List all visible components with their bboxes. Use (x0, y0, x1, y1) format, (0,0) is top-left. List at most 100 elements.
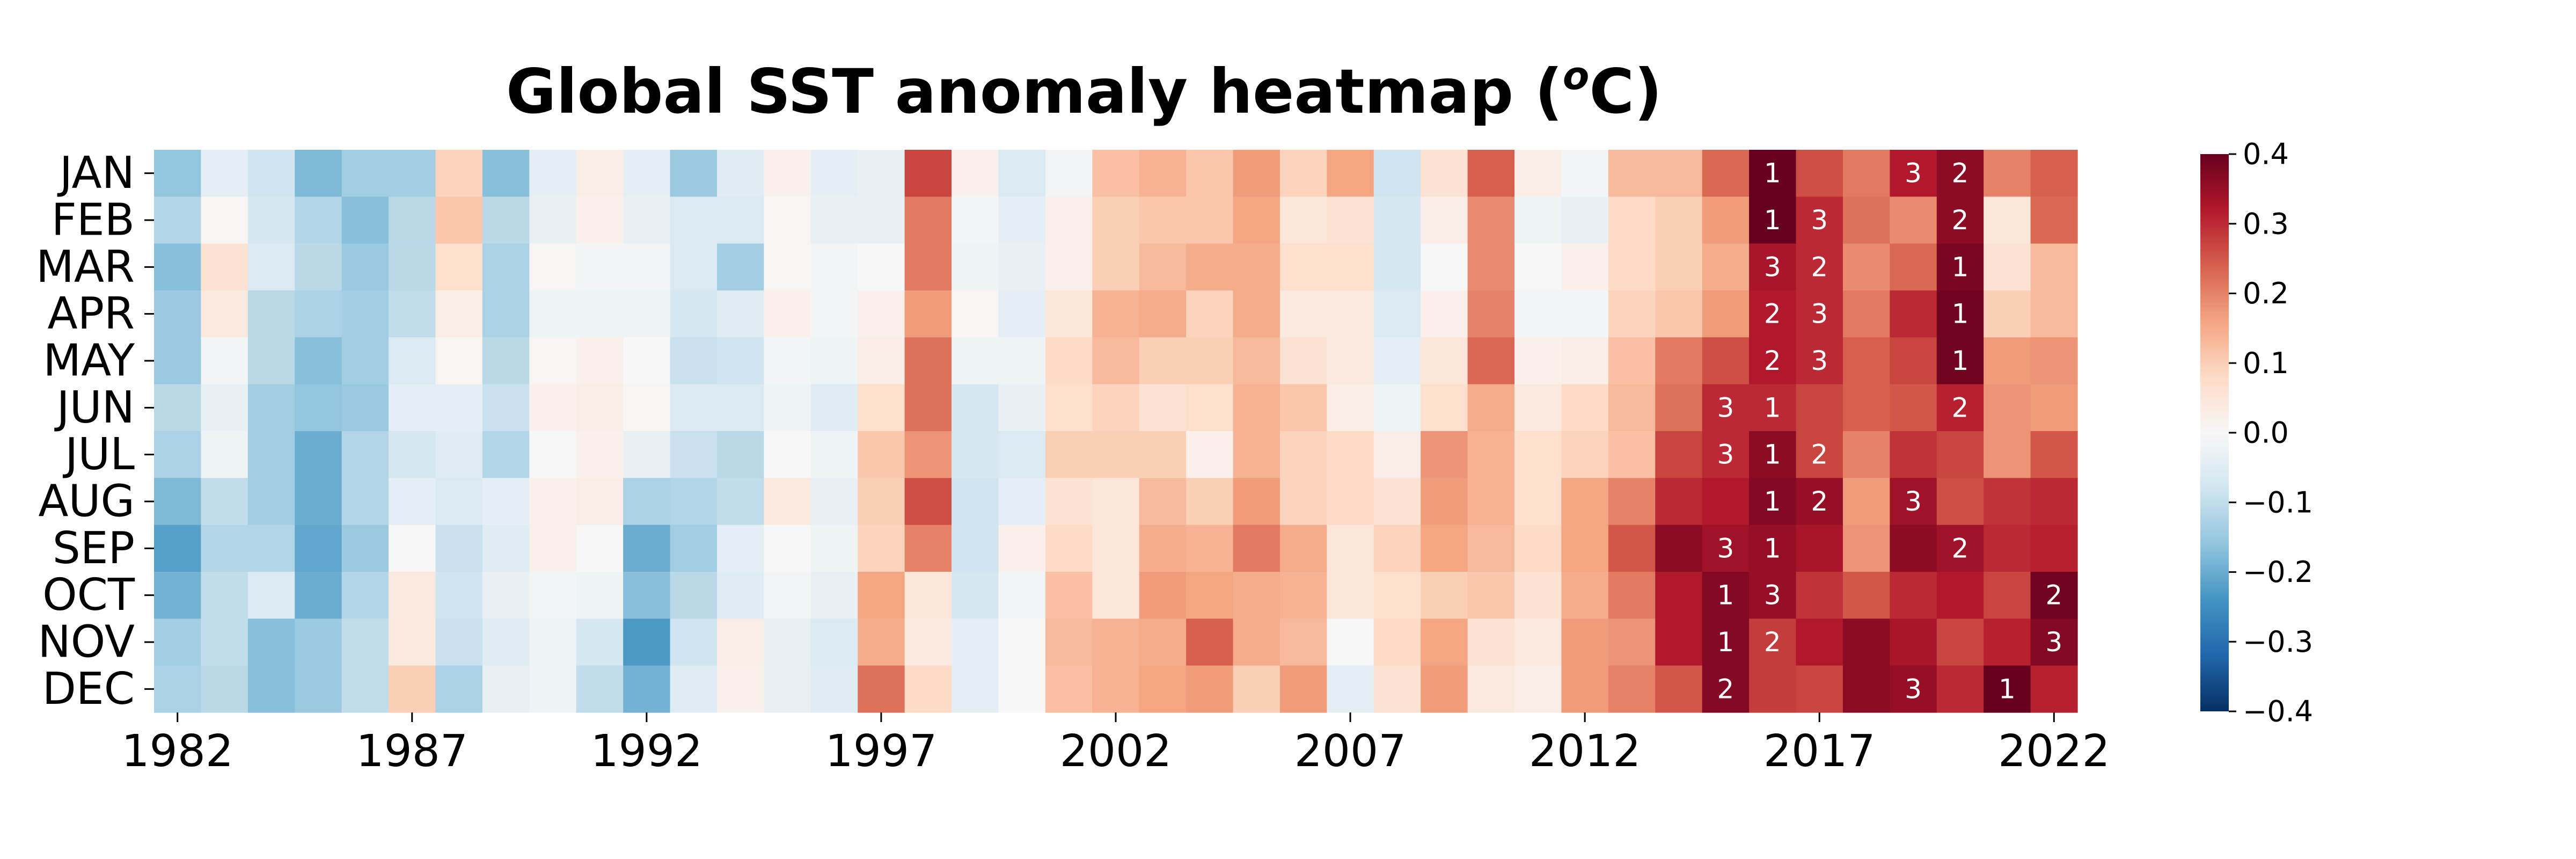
heatmap-cell (1092, 525, 1140, 572)
heatmap-cell (1749, 431, 1797, 478)
heatmap-cell (1421, 431, 1468, 478)
heatmap-cell (998, 196, 1046, 244)
heatmap-cell (1045, 290, 1093, 338)
heatmap-cell (858, 572, 905, 619)
heatmap-cell (810, 384, 858, 432)
rank-label: 3 (1717, 533, 1734, 564)
heatmap-cell (389, 337, 436, 385)
heatmap-cell (576, 478, 624, 526)
rank-label: 2 (1764, 345, 1781, 376)
heatmap-cell (435, 384, 483, 432)
heatmap-cell (764, 572, 811, 619)
heatmap-cell (201, 290, 248, 338)
heatmap-cell (1092, 150, 1140, 197)
heatmap-cell (952, 384, 999, 432)
heatmap-cell (1702, 572, 1750, 619)
heatmap-cell (858, 525, 905, 572)
heatmap-cell (247, 431, 295, 478)
heatmap-cell (247, 290, 295, 338)
heatmap-cell (1842, 337, 1890, 385)
heatmap-cell (201, 665, 248, 713)
heatmap-cell (1186, 337, 1234, 385)
heatmap-cell (2030, 665, 2078, 713)
heatmap-cell (1702, 618, 1750, 666)
heatmap-cell (1467, 243, 1515, 291)
heatmap-cell (1514, 665, 1562, 713)
heatmap-cell (670, 665, 718, 713)
heatmap-cell (576, 290, 624, 338)
heatmap-cell (576, 525, 624, 572)
heatmap-cell (295, 665, 342, 713)
heatmap-cell (576, 243, 624, 291)
rank-label: 2 (1811, 251, 1828, 282)
heatmap-cell (576, 150, 624, 197)
heatmap-cell (1936, 290, 1984, 338)
y-tick-label: SEP (53, 523, 135, 574)
heatmap-cell (529, 525, 577, 572)
heatmap-cell (247, 478, 295, 526)
heatmap-cell (1421, 525, 1468, 572)
heatmap-cell (810, 290, 858, 338)
heatmap-cell (1373, 384, 1421, 432)
rank-label: 2 (1764, 627, 1781, 658)
heatmap-cell (1045, 243, 1093, 291)
heatmap-cell (1984, 572, 2031, 619)
heatmap-cell (1561, 665, 1609, 713)
heatmap-cell (482, 243, 530, 291)
rank-label: 3 (1811, 205, 1828, 236)
heatmap-cell (1373, 665, 1421, 713)
rank-label: 3 (2045, 627, 2062, 658)
heatmap-cell (576, 572, 624, 619)
heatmap-cell (295, 431, 342, 478)
heatmap-cell (295, 243, 342, 291)
heatmap-cell (1514, 478, 1562, 526)
heatmap-cell (1796, 150, 1843, 197)
heatmap-cell (904, 150, 952, 197)
heatmap-cell (1936, 525, 1984, 572)
heatmap-cell (1842, 243, 1890, 291)
heatmap-cell (810, 665, 858, 713)
heatmap-cell (764, 478, 811, 526)
heatmap-cell (1467, 618, 1515, 666)
heatmap-cell (1702, 525, 1750, 572)
heatmap-cell (623, 525, 671, 572)
heatmap-cell (1890, 196, 1937, 244)
heatmap-cell (1327, 525, 1374, 572)
heatmap-cell (716, 525, 764, 572)
heatmap-cell (1279, 384, 1327, 432)
heatmap-cell (764, 243, 811, 291)
heatmap-cell (435, 572, 483, 619)
heatmap-cell (716, 196, 764, 244)
heatmap-cell (435, 665, 483, 713)
heatmap-cell (1186, 431, 1234, 478)
heatmap-cell (529, 572, 577, 619)
heatmap-cell (1796, 243, 1843, 291)
heatmap-cell (247, 665, 295, 713)
heatmap-cell (247, 384, 295, 432)
heatmap-cell (1233, 150, 1280, 197)
rank-label: 2 (1952, 158, 1969, 189)
heatmap-cell (670, 431, 718, 478)
heatmap-cell (482, 384, 530, 432)
heatmap-cell (1092, 572, 1140, 619)
heatmap-cell (904, 290, 952, 338)
heatmap-cell (1421, 196, 1468, 244)
heatmap-cell (1561, 618, 1609, 666)
heatmap-cell (623, 290, 671, 338)
heatmap-cell (1796, 665, 1843, 713)
heatmap-cell (341, 431, 389, 478)
heatmap-cell (1467, 572, 1515, 619)
heatmap-cell (1233, 478, 1280, 526)
heatmap-cell (389, 478, 436, 526)
heatmap-cell (998, 572, 1046, 619)
heatmap-cell (1092, 290, 1140, 338)
x-tick-label: 1992 (591, 726, 703, 777)
heatmap-cell (1233, 290, 1280, 338)
heatmap-cell (1842, 196, 1890, 244)
heatmap-cell (1842, 572, 1890, 619)
heatmap-cell (1327, 196, 1374, 244)
heatmap-cell (952, 290, 999, 338)
y-tick-label: AUG (38, 476, 135, 527)
heatmap-cell (952, 431, 999, 478)
heatmap-cell (716, 243, 764, 291)
